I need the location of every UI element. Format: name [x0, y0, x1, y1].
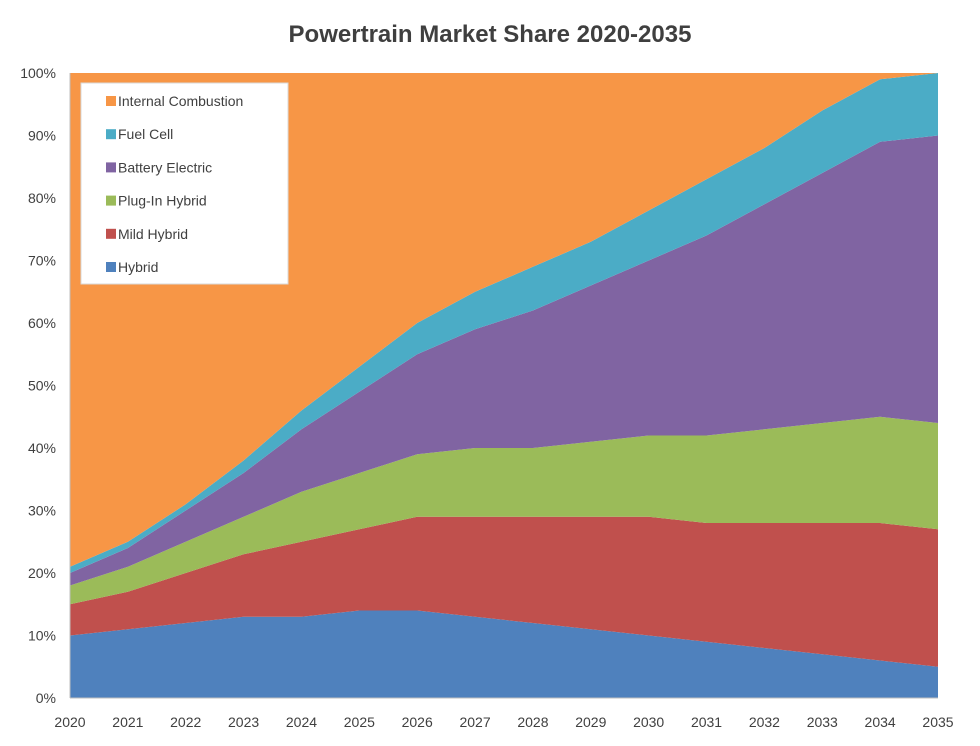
x-tick-label: 2020: [54, 714, 85, 730]
x-tick-label: 2029: [575, 714, 606, 730]
y-tick-label: 30%: [28, 503, 56, 519]
y-tick-label: 0%: [36, 690, 56, 706]
legend-label: Plug-In Hybrid: [118, 193, 207, 209]
x-tick-label: 2021: [112, 714, 143, 730]
chart-title: Powertrain Market Share 2020-2035: [289, 21, 692, 48]
legend-label: Mild Hybrid: [118, 226, 188, 242]
legend-swatch: [106, 96, 116, 106]
y-tick-label: 40%: [28, 440, 56, 456]
y-tick-label: 20%: [28, 565, 56, 581]
legend-swatch: [106, 228, 116, 239]
x-tick-label: 2025: [344, 714, 375, 730]
y-tick-label: 60%: [28, 315, 56, 331]
x-tick-label: 2027: [459, 714, 490, 730]
legend-item: Plug-In Hybrid: [106, 193, 207, 209]
x-tick-label: 2028: [517, 714, 548, 730]
y-tick-label: 50%: [28, 378, 56, 394]
legend-item: Hybrid: [106, 259, 158, 275]
legend-swatch: [106, 162, 116, 173]
legend: Internal Combustion Fuel Cell Battery Elec…: [80, 82, 289, 285]
legend-item: Fuel Cell: [106, 126, 173, 142]
area-hybrid: [70, 610, 938, 698]
legend-swatch: [106, 195, 116, 206]
x-tick-label: 2030: [633, 714, 664, 730]
area-battery-electric: [70, 135, 938, 586]
legend-label: Fuel Cell: [118, 126, 173, 142]
legend-item: Battery Electric: [106, 159, 212, 175]
x-tick-label: 2033: [807, 714, 838, 730]
area-fuel-cell: [70, 73, 938, 573]
legend-box: [80, 82, 289, 285]
legend-label: Internal Combustion: [118, 93, 243, 109]
legend-item: Mild Hybrid: [106, 226, 188, 242]
legend-swatch: [106, 262, 116, 272]
x-tick-label: 2026: [402, 714, 433, 730]
axes-group: 0% 10% 20% 30% 40% 50% 60% 70% 80% 90% 100% 2020 202…: [20, 65, 954, 730]
legend-label: Hybrid: [118, 259, 158, 275]
y-tick-label: 80%: [28, 190, 56, 206]
x-tick-label: 2032: [749, 714, 780, 730]
legend-label: Battery Electric: [118, 159, 212, 175]
x-tick-label: 2023: [228, 714, 259, 730]
x-tick-label: 2031: [691, 714, 722, 730]
x-tick-label: 2034: [865, 714, 896, 730]
area-mild-hybrid: [70, 516, 938, 667]
y-tick-label: 100%: [20, 65, 56, 81]
y-tick-label: 90%: [28, 128, 56, 144]
y-tick-label: 10%: [28, 628, 56, 644]
area-plug-in-hybrid: [70, 416, 938, 605]
x-tick-label: 2035: [922, 714, 953, 730]
x-tick-label: 2022: [170, 714, 201, 730]
y-tick-label: 70%: [28, 253, 56, 269]
x-tick-label: 2024: [286, 714, 317, 730]
legend-swatch: [106, 129, 116, 140]
legend-item: Internal Combustion: [106, 93, 243, 109]
